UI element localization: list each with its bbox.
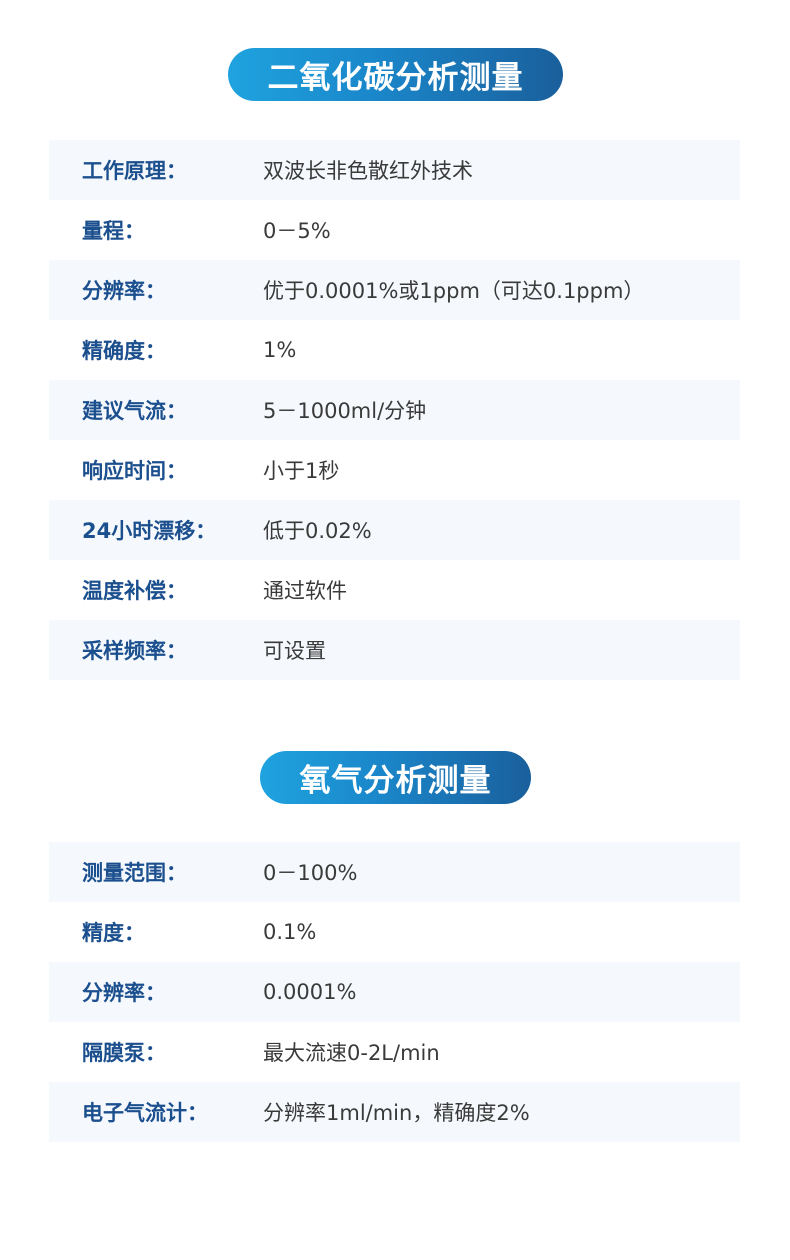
spec-value: 小于1秒 (263, 459, 340, 483)
section-title-co2: 二氧化碳分析测量 (228, 48, 563, 101)
spec-value: 0－5% (263, 219, 331, 243)
spec-label: 温度补偿： (82, 579, 187, 603)
spec-row: 电子气流计： 分辨率1ml/min，精确度2% (49, 1082, 740, 1142)
spec-value: 分辨率1ml/min，精确度2% (263, 1101, 530, 1125)
spec-row: 温度补偿： 通过软件 (49, 560, 740, 620)
section-title-o2: 氧气分析测量 (260, 751, 531, 804)
spec-label: 建议气流： (82, 399, 187, 423)
spec-row: 24小时漂移： 低于0.02% (49, 500, 740, 560)
spec-label: 分辨率： (82, 981, 166, 1005)
spec-label: 分辨率： (82, 279, 166, 303)
o2-spec-table: 测量范围： 0－100% 精度： 0.1% 分辨率： 0.0001% 隔膜泵： 最大流速0-2… (49, 842, 740, 1142)
spec-row: 精确度： 1% (49, 320, 740, 380)
spec-row: 隔膜泵： 最大流速0-2L/min (49, 1022, 740, 1082)
spec-label: 测量范围： (82, 861, 187, 885)
spec-value: 双波长非色散红外技术 (263, 159, 473, 183)
spec-row: 建议气流： 5－1000ml/分钟 (49, 380, 740, 440)
spec-label: 采样频率： (82, 639, 187, 663)
spec-label: 工作原理： (82, 159, 187, 183)
spec-label: 精度： (82, 921, 145, 945)
spec-value: 通过软件 (263, 579, 347, 603)
spec-value: 优于0.0001%或1ppm（可达0.1ppm） (263, 279, 645, 303)
spec-value: 低于0.02% (263, 519, 372, 543)
spec-row: 测量范围： 0－100% (49, 842, 740, 902)
spec-row: 采样频率： 可设置 (49, 620, 740, 680)
spec-label: 电子气流计： (82, 1101, 208, 1125)
spec-value: 最大流速0-2L/min (263, 1041, 440, 1065)
spec-value: 1% (263, 338, 297, 362)
spec-value: 可设置 (263, 639, 326, 663)
spec-value: 0.0001% (263, 980, 357, 1004)
spec-row: 精度： 0.1% (49, 902, 740, 962)
spec-row: 工作原理： 双波长非色散红外技术 (49, 140, 740, 200)
spec-label: 响应时间： (82, 459, 187, 483)
spec-label: 24小时漂移： (82, 519, 217, 543)
spec-row: 量程： 0－5% (49, 200, 740, 260)
spec-row: 分辨率： 0.0001% (49, 962, 740, 1022)
spec-label: 隔膜泵： (82, 1041, 166, 1065)
spec-row: 分辨率： 优于0.0001%或1ppm（可达0.1ppm） (49, 260, 740, 320)
spec-value: 0－100% (263, 861, 358, 885)
co2-spec-table: 工作原理： 双波长非色散红外技术量程： 0－5% 分辨率： 优于0.0001%或1ppm… (49, 140, 740, 680)
spec-label: 量程： (82, 219, 145, 243)
spec-value: 5－1000ml/分钟 (263, 399, 427, 423)
spec-row: 响应时间： 小于1秒 (49, 440, 740, 500)
spec-value: 0.1% (263, 920, 317, 944)
spec-label: 精确度： (82, 339, 166, 363)
